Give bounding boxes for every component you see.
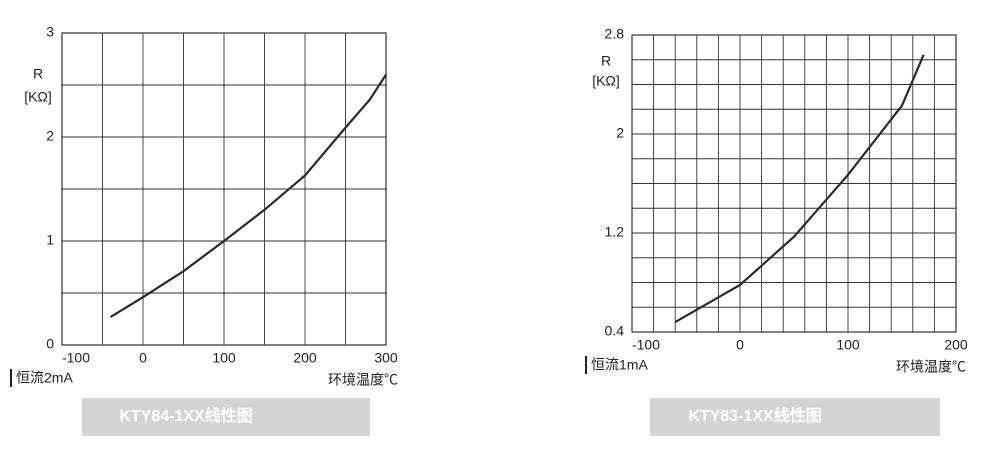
y-tick-label: 2	[616, 125, 624, 141]
y-tick-label: 0.4	[605, 323, 625, 339]
x-tick-label: 100	[212, 350, 236, 366]
caption-box	[650, 398, 940, 436]
x-axis-label: 环境温度℃	[896, 359, 966, 375]
y-tick-label: 2	[46, 128, 54, 144]
x-axis-label: 环境温度℃	[328, 372, 398, 388]
x-tick-label: 0	[139, 350, 147, 366]
x-tick-label: 200	[944, 337, 968, 353]
chart-title: KTY84-1XX线性图	[119, 406, 252, 425]
caption-box	[82, 398, 370, 436]
y-axis-unit: [KΩ]	[592, 73, 620, 89]
y-tick-label: 0	[46, 336, 54, 352]
y-tick-label: 1.2	[605, 224, 625, 240]
chart-title: KTY83-1XX线性图	[688, 406, 821, 425]
current-note: 恒流2mA	[16, 370, 73, 386]
x-tick-label: -100	[632, 337, 660, 353]
x-tick-label: 200	[293, 350, 317, 366]
x-tick-label: 100	[836, 337, 860, 353]
y-axis-label: R	[33, 66, 43, 82]
y-tick-label: 1	[46, 232, 54, 248]
y-axis-unit: [KΩ]	[24, 89, 52, 105]
x-tick-label: -100	[62, 350, 90, 366]
y-axis-label: R	[601, 53, 611, 69]
data-line	[110, 74, 387, 318]
x-tick-label: 300	[374, 350, 398, 366]
data-line	[674, 54, 925, 324]
current-note: 恒流1mA	[591, 357, 648, 373]
y-tick-label: 3	[46, 24, 54, 40]
x-tick-label: 0	[736, 337, 744, 353]
y-tick-label: 2.8	[605, 26, 625, 42]
